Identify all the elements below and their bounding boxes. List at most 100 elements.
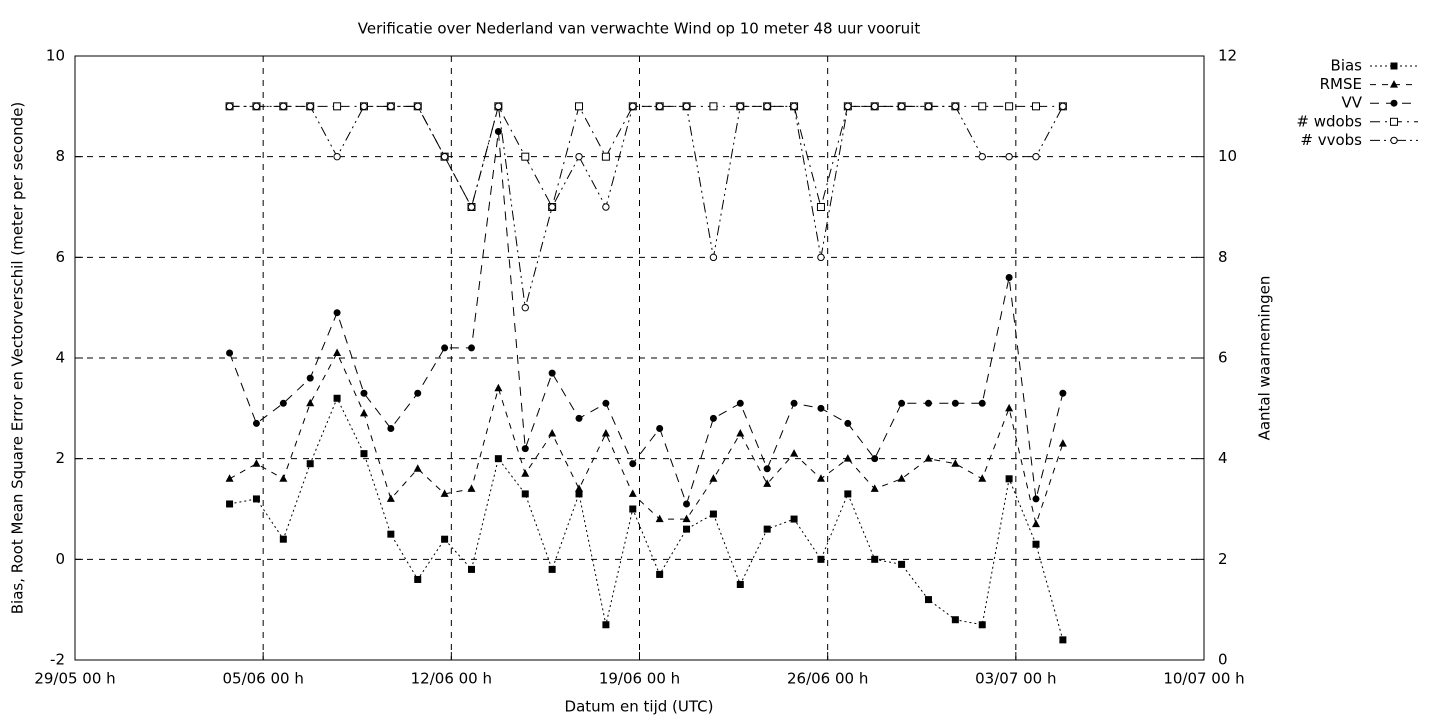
marker [226,500,234,508]
marker [252,102,261,111]
y2-axis-label: Aantal waarnemingen [1256,276,1274,441]
marker [1390,99,1398,107]
x-tick-label: 05/06 00 h [222,670,303,688]
x-tick-label: 26/06 00 h [787,670,868,688]
marker [1032,540,1040,548]
marker [1005,475,1013,483]
marker [871,455,879,463]
marker [844,102,852,111]
marker [816,474,825,482]
marker [790,515,798,523]
marker [763,102,771,111]
marker [629,460,637,468]
marker [333,394,341,402]
marker [494,102,503,111]
marker [494,383,503,392]
marker [333,102,342,111]
y-tick-label: 10 [46,47,65,65]
marker [1058,439,1067,447]
marker [601,152,610,161]
marker [467,484,476,492]
y-tick-label: 8 [55,147,65,165]
marker [1390,80,1398,88]
marker [898,560,906,568]
marker [1032,495,1040,503]
marker [1390,62,1398,70]
marker [1005,102,1014,111]
marker [360,389,368,397]
marker [494,455,502,463]
marker [226,349,234,357]
marker [575,484,584,492]
y2-tick-label: 0 [1218,651,1228,669]
series-line [229,105,1064,308]
marker [602,203,610,211]
marker [1005,403,1014,412]
marker [817,253,825,262]
marker [897,102,906,111]
y-tick-label: -2 [50,651,65,669]
marker [548,565,556,573]
marker [601,429,610,437]
marker [656,424,664,432]
marker [279,474,288,482]
marker [1059,102,1067,111]
marker [628,489,637,497]
marker [225,474,234,482]
marker [279,535,287,543]
marker [521,303,529,312]
marker [736,581,744,588]
y2-tick-label: 2 [1218,550,1228,568]
marker [440,152,449,161]
marker [817,555,825,563]
legend-label: RMSE [1320,75,1362,93]
marker [1031,102,1040,111]
marker [951,616,959,624]
x-tick-label: 10/07 00 h [1163,670,1244,688]
marker [306,374,314,382]
marker [548,429,557,437]
marker [306,460,314,468]
marker [763,479,772,487]
marker [683,525,691,533]
marker [467,203,476,211]
marker [494,128,502,135]
marker [521,445,529,453]
marker [360,102,368,111]
y-tick-label: 2 [55,449,65,467]
marker [656,570,664,578]
marker [1005,152,1013,161]
marker [817,404,825,412]
marker [978,474,987,482]
marker [441,535,449,543]
marker [978,399,986,407]
marker [897,474,906,482]
x-axis-label: Datum en tijd (UTC) [565,698,714,716]
marker [252,419,260,427]
series-line [229,104,1063,209]
y-tick-label: 4 [55,349,65,367]
marker [521,490,529,498]
marker [816,203,825,211]
marker [978,152,986,161]
x-tick-label: 29/05 00 h [34,670,115,688]
marker [682,102,691,111]
marker [709,102,718,111]
marker [790,449,799,457]
marker [629,102,637,111]
marker [360,450,368,458]
y2-tick-label: 6 [1218,349,1228,367]
marker [387,102,395,111]
marker [709,253,718,262]
marker [306,398,315,407]
legend-label: # wdobs [1296,112,1362,130]
marker [682,514,691,523]
marker [709,474,718,482]
marker [575,414,583,422]
marker [870,484,879,492]
marker [414,575,422,583]
marker [924,102,933,111]
marker [951,102,960,111]
